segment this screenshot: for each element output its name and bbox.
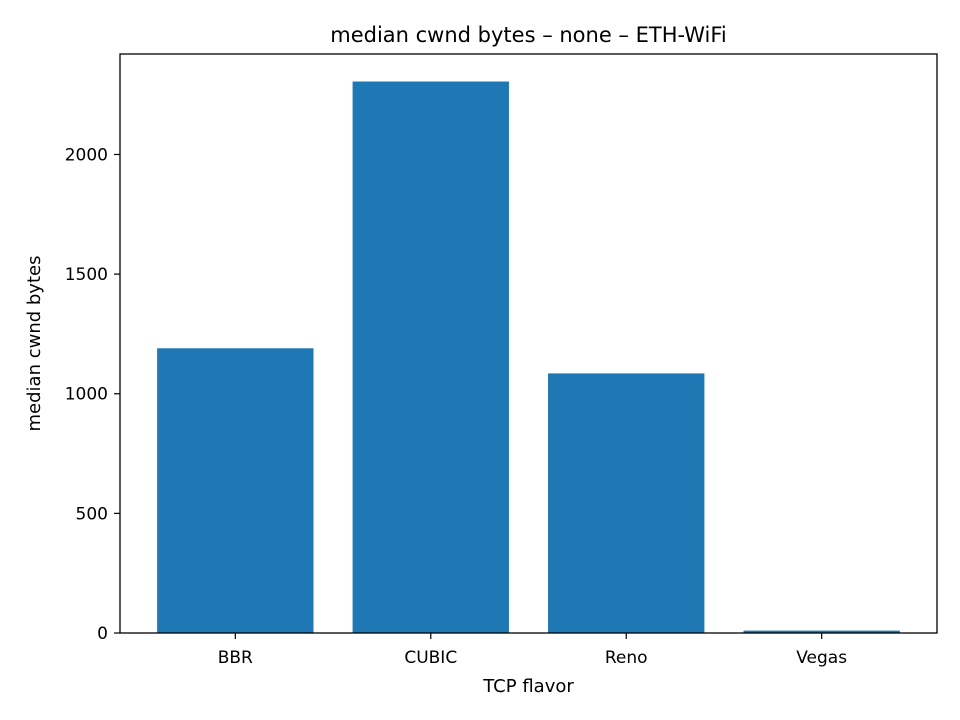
x-tick-label: CUBIC xyxy=(404,648,457,668)
y-tick-label: 0 xyxy=(97,624,108,644)
bar-reno xyxy=(548,373,705,633)
bar-cubic xyxy=(352,81,509,633)
bars-group xyxy=(157,81,900,633)
bar-vegas xyxy=(743,630,900,633)
bar-bbr xyxy=(157,348,314,633)
chart-title: median cwnd bytes – none – ETH-WiFi xyxy=(330,23,727,47)
y-tick-label: 1000 xyxy=(65,385,108,405)
x-axis: BBR CUBIC Reno Vegas xyxy=(218,633,847,668)
x-axis-label: TCP flavor xyxy=(482,676,574,697)
y-tick-label: 2000 xyxy=(65,145,108,165)
y-axis-label: median cwnd bytes xyxy=(24,256,45,432)
y-tick-label: 500 xyxy=(76,504,108,524)
x-tick-label: BBR xyxy=(218,648,253,668)
plot-frame xyxy=(119,53,938,634)
y-tick-label: 1500 xyxy=(65,265,108,285)
y-axis: 0 500 1000 1500 2000 xyxy=(65,145,120,644)
x-tick-label: Reno xyxy=(605,648,648,668)
x-tick-label: Vegas xyxy=(796,648,847,668)
